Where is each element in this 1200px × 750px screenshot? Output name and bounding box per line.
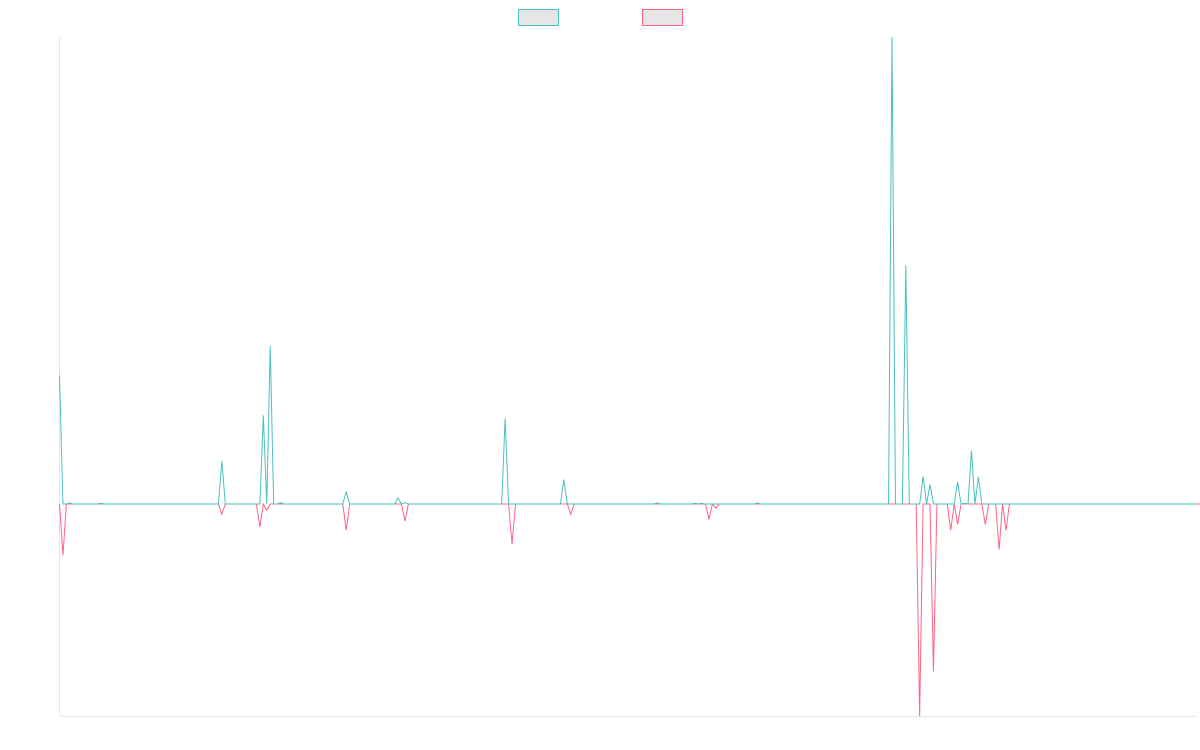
legend-item-1[interactable] <box>518 9 559 26</box>
series-line-1 <box>59 36 1196 505</box>
legend-swatch-1[interactable] <box>518 9 559 26</box>
legend[interactable] <box>518 9 683 26</box>
legend-item-2[interactable] <box>642 9 683 26</box>
axes <box>59 37 1196 717</box>
plot-area <box>59 36 1200 717</box>
series-line-2 <box>59 502 1200 717</box>
legend-swatch-2[interactable] <box>642 9 683 26</box>
